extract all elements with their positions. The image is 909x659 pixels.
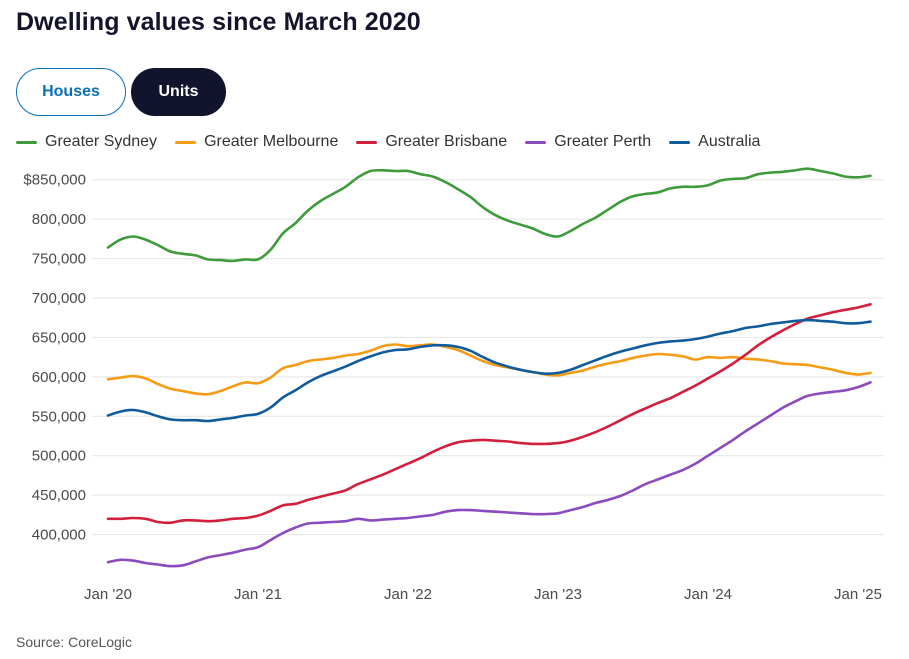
y-tick-label: 500,000 bbox=[32, 448, 86, 465]
legend-label-perth: Greater Perth bbox=[554, 133, 652, 150]
y-tick-label: 750,000 bbox=[32, 251, 86, 268]
x-tick-label: Jan '24 bbox=[684, 586, 732, 603]
y-tick-label: 600,000 bbox=[32, 369, 86, 386]
series-line-brisbane[interactable] bbox=[106, 303, 872, 525]
legend-item-perth[interactable]: Greater Perth bbox=[525, 133, 651, 151]
legend-item-australia[interactable]: Australia bbox=[669, 133, 760, 151]
legend-swatch-melbourne bbox=[175, 140, 197, 144]
y-tick-label: 400,000 bbox=[32, 527, 86, 544]
y-tick-label: 800,000 bbox=[32, 211, 86, 228]
x-tick-label: Jan '23 bbox=[534, 586, 582, 603]
x-tick-label: Jan '22 bbox=[384, 586, 432, 603]
legend-label-australia: Australia bbox=[698, 133, 761, 150]
y-tick-label: 550,000 bbox=[32, 408, 86, 425]
legend-item-melbourne[interactable]: Greater Melbourne bbox=[175, 133, 338, 151]
series-line-sydney[interactable] bbox=[106, 167, 872, 263]
x-tick-label: Jan '20 bbox=[84, 586, 132, 603]
series-lines bbox=[106, 167, 872, 568]
legend-item-brisbane[interactable]: Greater Brisbane bbox=[356, 133, 507, 151]
legend-swatch-perth bbox=[525, 140, 547, 144]
series-line-australia[interactable] bbox=[106, 318, 872, 423]
series-line-melbourne[interactable] bbox=[106, 343, 872, 396]
x-tick-label: Jan '21 bbox=[234, 586, 282, 603]
x-axis-ticks: Jan '20 Jan '21 Jan '22 Jan '23 Jan '24 Jan '… bbox=[84, 586, 882, 603]
chart-legend: Greater Sydney Greater Melbourne Greater… bbox=[16, 133, 778, 151]
y-tick-label: 650,000 bbox=[32, 329, 86, 346]
legend-label-sydney: Greater Sydney bbox=[45, 133, 158, 150]
legend-swatch-brisbane bbox=[356, 140, 378, 144]
legend-swatch-australia bbox=[669, 140, 691, 144]
y-tick-label: 700,000 bbox=[32, 290, 86, 307]
y-tick-label: 450,000 bbox=[32, 487, 86, 504]
y-axis-ticks: $850,000 800,000 750,000 700,000 650,000 600,… bbox=[23, 172, 86, 544]
grid-lines bbox=[92, 179, 884, 536]
units-toggle-button[interactable]: Units bbox=[131, 68, 226, 116]
y-tick-label: $850,000 bbox=[23, 172, 86, 189]
series-line-perth[interactable] bbox=[106, 381, 872, 568]
houses-toggle-button[interactable]: Houses bbox=[16, 68, 126, 116]
legend-label-melbourne: Greater Melbourne bbox=[204, 133, 339, 150]
source-note: Source: CoreLogic bbox=[16, 634, 132, 650]
legend-label-brisbane: Greater Brisbane bbox=[385, 133, 508, 150]
legend-item-sydney[interactable]: Greater Sydney bbox=[16, 133, 157, 151]
x-tick-label: Jan '25 bbox=[834, 586, 882, 603]
legend-swatch-sydney bbox=[16, 140, 37, 144]
page-title: Dwelling values since March 2020 bbox=[16, 8, 421, 36]
